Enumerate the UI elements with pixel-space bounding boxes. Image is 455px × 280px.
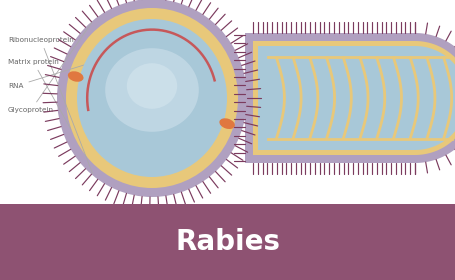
Ellipse shape (219, 118, 235, 129)
Text: Rabies: Rabies (175, 228, 280, 256)
Text: Glycoprotein: Glycoprotein (8, 22, 92, 113)
Ellipse shape (66, 8, 238, 188)
Bar (0, 204, 455, 280)
Ellipse shape (80, 22, 224, 174)
Text: Matrix protein: Matrix protein (8, 59, 71, 129)
Ellipse shape (57, 0, 247, 197)
Ellipse shape (127, 63, 177, 109)
Polygon shape (245, 33, 455, 163)
Text: Ribonucleoprotein: Ribonucleoprotein (8, 37, 92, 173)
Polygon shape (258, 46, 455, 150)
Ellipse shape (77, 19, 227, 177)
Ellipse shape (105, 48, 199, 132)
Ellipse shape (68, 71, 84, 82)
Text: RNA: RNA (8, 61, 98, 89)
Polygon shape (253, 41, 455, 155)
